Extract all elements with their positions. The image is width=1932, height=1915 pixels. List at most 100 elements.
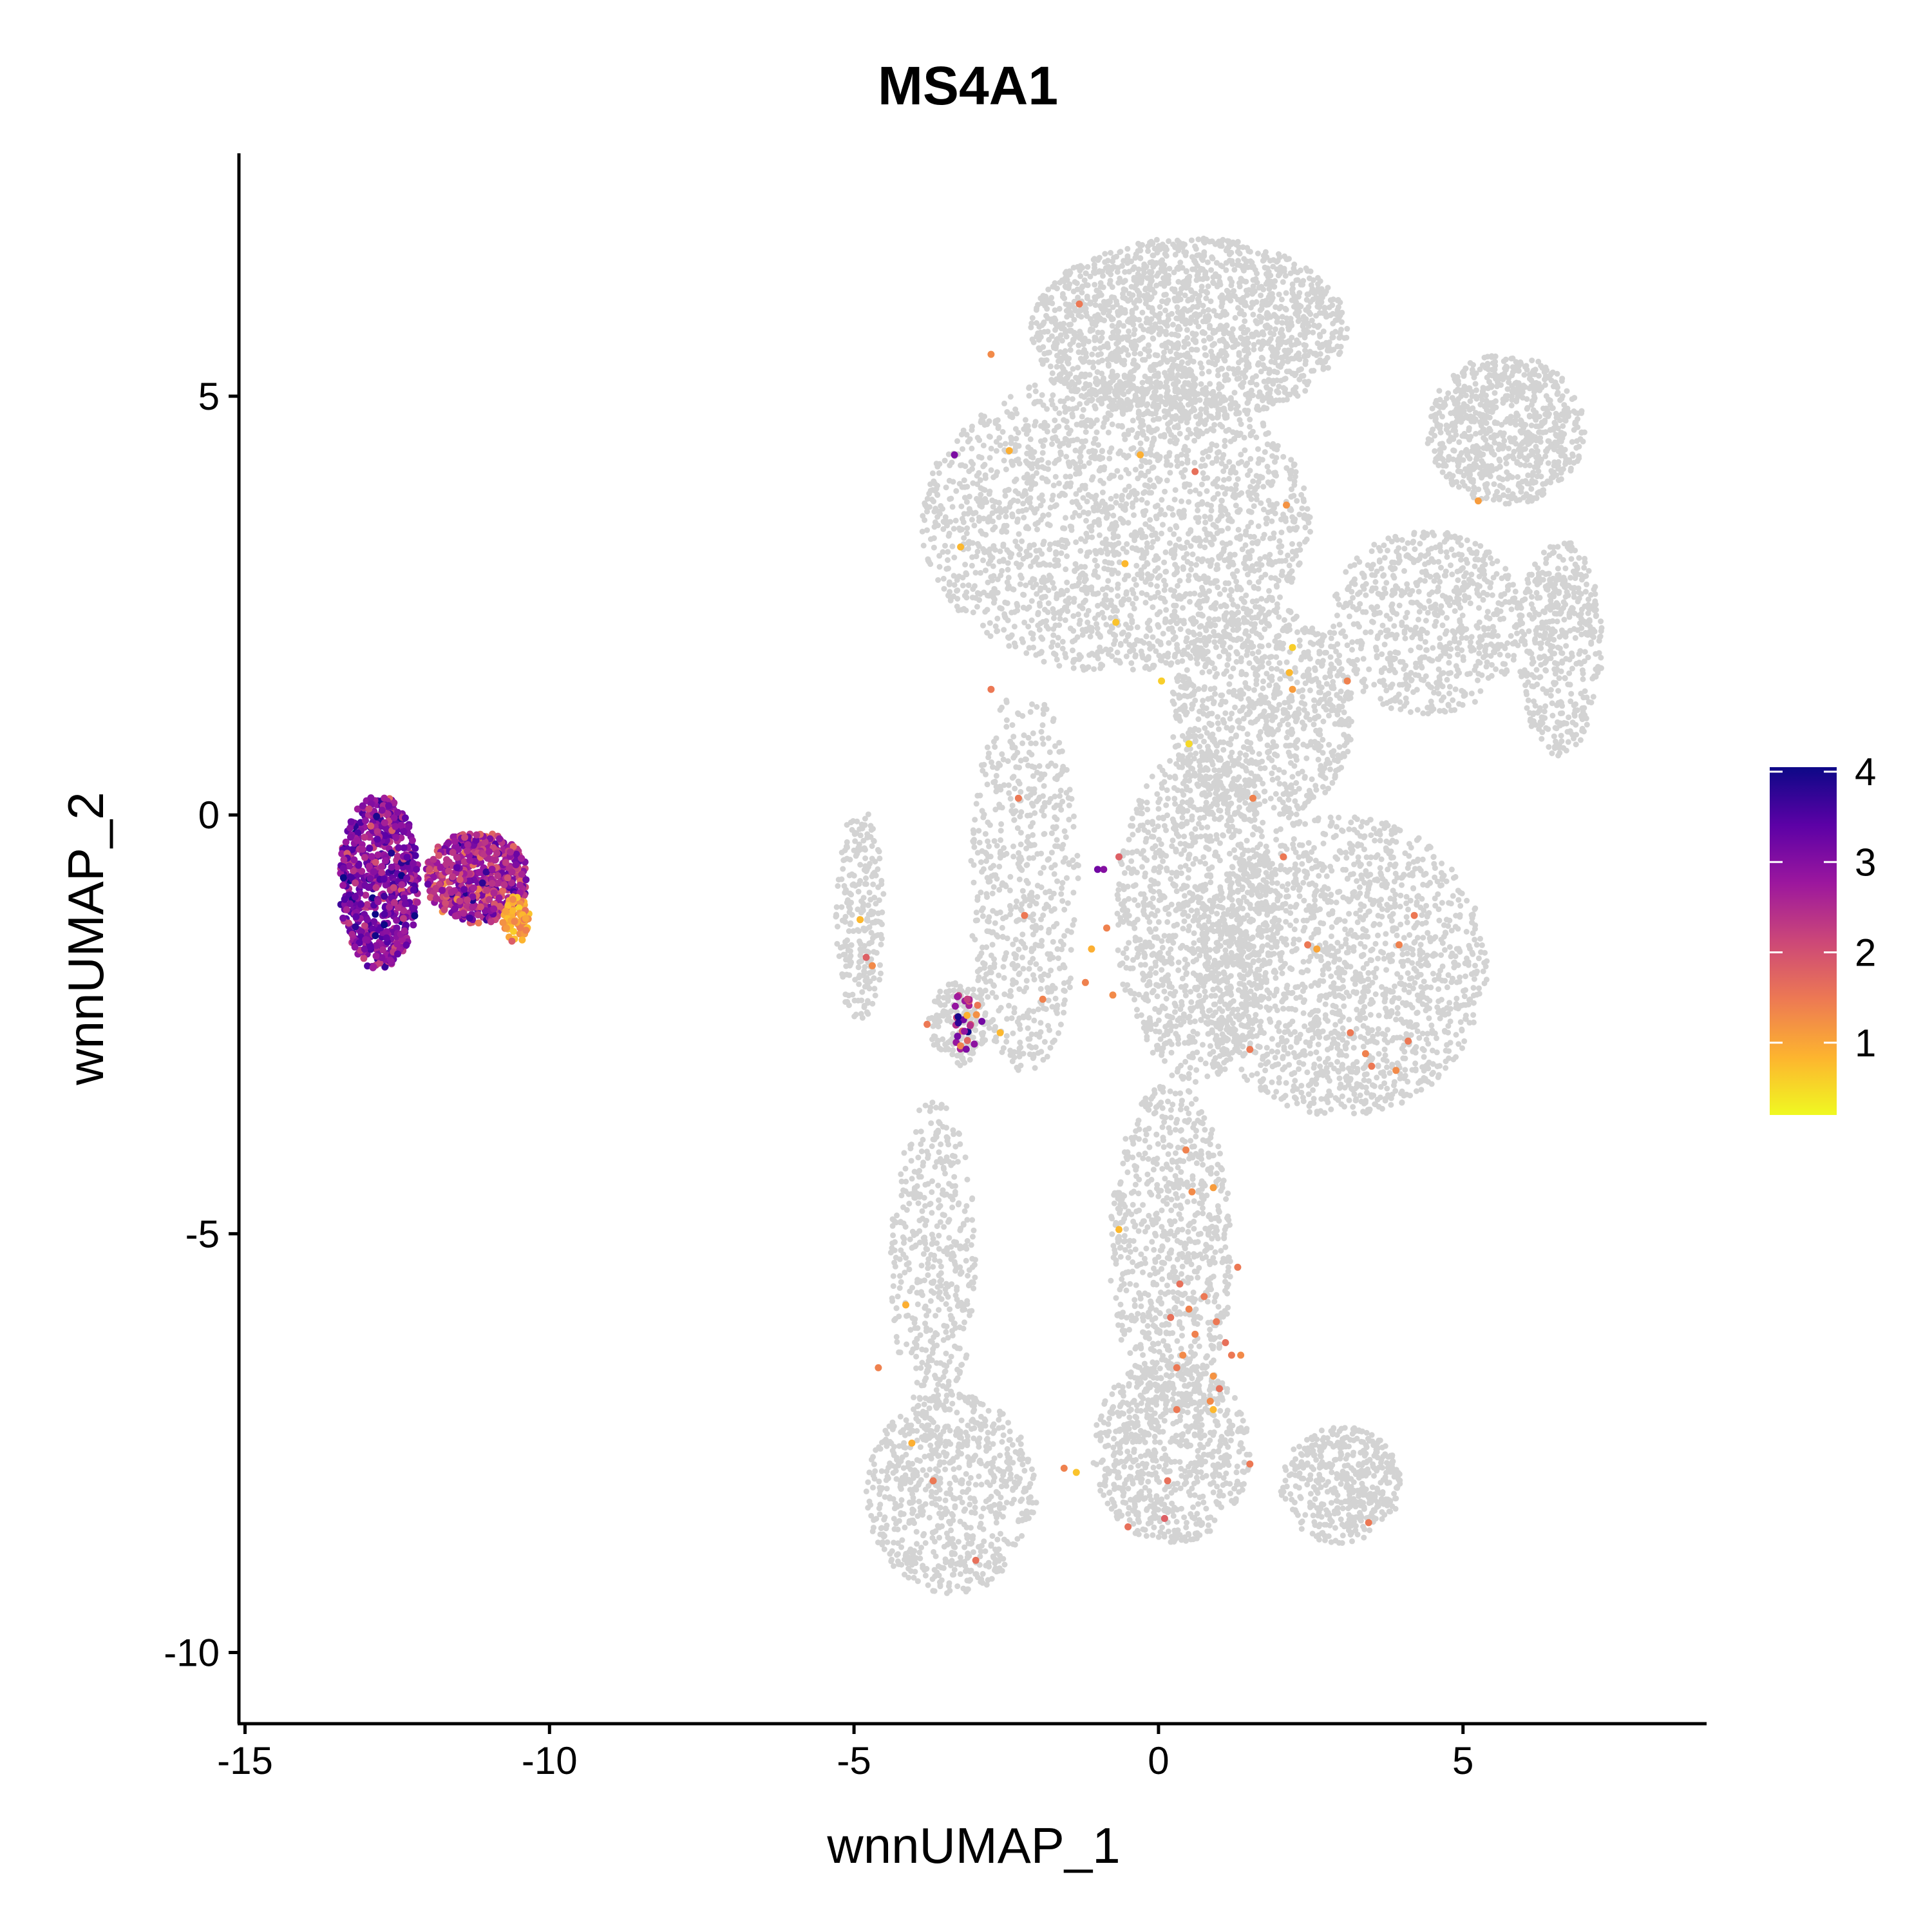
background-cell-point <box>1079 289 1085 296</box>
background-cell-point <box>1267 390 1273 396</box>
background-cell-point <box>866 890 873 896</box>
background-cell-point <box>1302 723 1308 729</box>
background-cell-point <box>1249 379 1255 385</box>
background-cell-point <box>1175 340 1181 347</box>
background-cell-point <box>1105 566 1111 573</box>
background-cell-point <box>1271 368 1278 375</box>
background-cell-point <box>1190 683 1197 689</box>
background-cell-point <box>1207 563 1213 569</box>
background-cell-point <box>971 522 978 529</box>
background-cell-point <box>934 491 940 498</box>
background-cell-point <box>1151 484 1157 490</box>
background-cell-point <box>1236 584 1243 591</box>
background-cell-point <box>1280 397 1286 403</box>
background-cell-point <box>1070 288 1077 294</box>
background-cell-point <box>1108 335 1115 341</box>
background-cell-point <box>1255 393 1262 399</box>
background-cell-point <box>1265 660 1272 666</box>
background-cell-point <box>863 881 869 887</box>
background-cell-point <box>1208 721 1215 728</box>
background-cell-point <box>1059 338 1065 344</box>
background-cell-point <box>867 897 874 903</box>
background-cell-point <box>1219 455 1226 462</box>
background-cell-point <box>1097 456 1103 462</box>
background-cell-point <box>1125 388 1132 395</box>
background-cell-point <box>1245 340 1251 346</box>
background-cell-point <box>1226 459 1233 465</box>
background-cell-point <box>1249 565 1255 571</box>
background-cell-point <box>1198 463 1204 470</box>
background-cell-point <box>1227 470 1234 476</box>
background-cell-point <box>1030 454 1036 461</box>
background-cell-point <box>1032 423 1037 429</box>
background-cell-point <box>1019 538 1025 544</box>
background-cell-point <box>1213 260 1220 266</box>
background-cell-point <box>1110 316 1116 322</box>
background-cell-point <box>1198 612 1204 618</box>
background-cell-point <box>1182 447 1189 453</box>
background-cell-point <box>1173 602 1179 609</box>
background-cell-point <box>994 469 1000 475</box>
background-cell-point <box>1282 707 1288 714</box>
background-cell-point <box>1163 607 1170 613</box>
background-cell-point <box>969 445 975 452</box>
background-cell-point <box>1150 643 1156 650</box>
background-cell-point <box>1123 653 1130 660</box>
background-cell-point <box>1123 549 1130 555</box>
background-cell-point <box>1278 296 1285 303</box>
background-cell-point <box>1288 457 1294 463</box>
background-cell-point <box>1226 681 1233 687</box>
background-cell-point <box>1119 424 1125 430</box>
background-cell-point <box>1175 424 1181 431</box>
background-cell-point <box>1170 361 1177 368</box>
background-cell-point <box>1161 587 1168 593</box>
background-cell-point <box>1198 365 1205 371</box>
background-cell-point <box>931 508 938 515</box>
background-cell-point <box>1108 250 1113 256</box>
background-cell-point <box>972 510 979 516</box>
background-cell-point <box>1282 386 1289 392</box>
background-cell-point <box>878 931 884 938</box>
background-cell-point <box>1099 498 1106 504</box>
background-cell-point <box>1166 265 1173 272</box>
background-cell-point <box>1105 578 1112 584</box>
background-cell-point <box>1168 587 1174 593</box>
background-cell-point <box>1266 587 1272 594</box>
background-cell-point <box>1114 649 1121 656</box>
background-cell-point <box>1094 417 1100 423</box>
background-cell-point <box>1123 380 1129 386</box>
background-cell-point <box>1315 640 1321 646</box>
background-cell-point <box>1153 515 1160 522</box>
background-cell-point <box>1144 500 1150 506</box>
background-cell-point <box>1086 359 1092 365</box>
background-cell-point <box>986 491 992 497</box>
background-cell-point <box>1235 526 1242 533</box>
background-cell-point <box>1218 348 1224 354</box>
background-cell-point <box>1053 502 1059 508</box>
background-cell-point <box>1128 625 1134 631</box>
background-cell-point <box>1258 354 1265 361</box>
background-cell-point <box>1007 394 1014 400</box>
background-cell-point <box>1104 551 1111 557</box>
background-cell-point <box>992 547 998 553</box>
background-cell-point <box>1063 418 1070 424</box>
background-cell-point <box>1305 379 1312 385</box>
background-cell-point <box>1139 309 1146 316</box>
background-cell-point <box>1329 779 1336 786</box>
background-cell-point <box>1233 406 1240 412</box>
background-cell-point <box>1258 368 1264 375</box>
background-cell-point <box>857 958 864 964</box>
background-cell-point <box>1270 441 1276 447</box>
background-cell-point <box>1096 268 1103 274</box>
background-cell-point <box>987 455 993 461</box>
background-cell-point <box>1166 504 1172 511</box>
background-cell-point <box>1067 371 1073 377</box>
background-cell-point <box>851 847 857 853</box>
background-cell-point <box>1122 638 1129 644</box>
background-cell-point <box>1208 508 1215 514</box>
background-cell-point <box>1128 446 1135 452</box>
background-cell-point <box>1086 460 1092 466</box>
background-cell-point <box>1177 401 1184 408</box>
background-cell-point <box>963 570 969 576</box>
background-cell-point <box>1184 747 1190 753</box>
